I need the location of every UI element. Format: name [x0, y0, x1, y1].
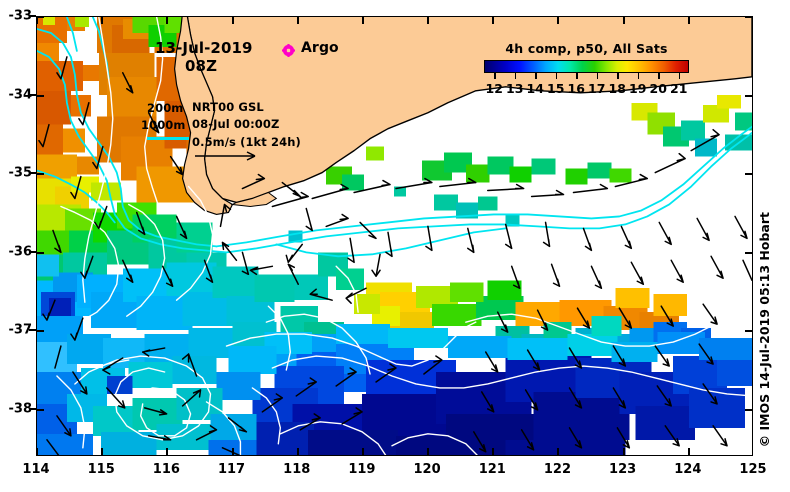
colorbar-tick: [535, 73, 537, 79]
y-tick-mark-inner-right: [745, 408, 752, 411]
x-tick-label: 125: [739, 462, 767, 477]
bathy-1000m-label: 1000m: [141, 118, 186, 132]
y-tick-label: -35: [8, 165, 33, 181]
x-tick-mark-top: [37, 17, 38, 24]
colorbar-tick: [637, 73, 640, 79]
map-title-hour: 08Z: [185, 57, 218, 75]
x-tick-label: 118: [283, 462, 311, 477]
y-tick-mark-inner: [37, 408, 44, 411]
x-tick-mark: [427, 448, 430, 455]
x-tick-mark-top: [296, 17, 299, 24]
x-tick-mark-top: [557, 17, 560, 24]
x-tick-label: 120: [413, 462, 441, 477]
y-tick-mark-inner-right: [745, 173, 752, 176]
x-tick-mark: [687, 448, 690, 455]
x-tick-label: 119: [348, 462, 376, 477]
colorbar-ticks: [484, 73, 689, 80]
x-tick-mark: [361, 448, 364, 455]
y-tick-mark-inner: [37, 251, 44, 254]
y-tick-label: -36: [8, 244, 33, 260]
x-tick-mark: [622, 448, 625, 455]
colorbar-tick: [678, 73, 681, 79]
x-tick-mark-top: [166, 17, 169, 24]
x-tick-mark-top: [231, 17, 234, 24]
x-tick-label: 122: [543, 462, 572, 477]
colorbar: 4h comp, p50, All Sats 12 13 14 15 16 17 18 19 2…: [484, 41, 689, 97]
x-tick-mark: [101, 448, 104, 455]
colorbar-tick-label: 19: [629, 81, 647, 96]
x-tick-mark-top: [427, 17, 430, 24]
x-tick-label: 121: [478, 462, 506, 477]
y-tick-mark-inner-right: [745, 251, 752, 254]
y-tick-mark-inner-right: [745, 330, 752, 333]
x-tick-mark: [557, 448, 560, 455]
colorbar-tick-label: 15: [547, 81, 565, 96]
x-tick-mark-top: [361, 17, 364, 24]
y-tick-mark: [29, 93, 36, 96]
product-name-label: NRT00 GSL: [192, 100, 264, 114]
x-tick-mark-top: [687, 17, 690, 24]
y-tick-label: -37: [8, 322, 33, 338]
x-tick-mark: [296, 448, 299, 455]
argo-legend-label: Argo: [301, 40, 339, 56]
x-tick-mark: [37, 448, 38, 455]
x-tick-label: 117: [217, 462, 246, 477]
colorbar-tick: [596, 73, 599, 79]
y-tick-label: -33: [8, 8, 33, 24]
y-tick-mark: [29, 172, 36, 175]
x-tick-label: 124: [674, 462, 702, 477]
y-tick-mark-inner: [37, 94, 44, 97]
x-tick-mark: [166, 448, 169, 455]
colorbar-tick: [514, 73, 517, 79]
velocity-scale-label: 0.5m/s (1kt 24h): [192, 135, 301, 149]
x-tick-mark: [231, 448, 234, 455]
colorbar-tick-label: 13: [506, 81, 524, 96]
y-tick-mark-inner-right: [745, 94, 752, 97]
x-tick-label: 116: [152, 462, 180, 477]
y-tick-mark-inner: [37, 173, 44, 176]
colorbar-tick: [576, 73, 578, 79]
product-time-label: 08-Jul 00:00Z: [192, 117, 280, 131]
bathy-200m-label: 200m: [147, 101, 184, 115]
colorbar-tick-label: 18: [608, 81, 626, 96]
current-vectors: [38, 56, 752, 455]
x-tick-mark-top: [622, 17, 625, 24]
y-tick-label: -38: [8, 401, 33, 417]
x-tick-label: 123: [609, 462, 637, 477]
y-tick-mark-inner: [37, 330, 44, 333]
y-tick-mark: [29, 15, 36, 17]
y-tick-label: -34: [8, 87, 33, 103]
colorbar-tick-label: 14: [526, 81, 544, 96]
colorbar-title: 4h comp, p50, All Sats: [505, 41, 668, 56]
x-tick-mark-top: [101, 17, 104, 24]
y-tick-mark: [29, 407, 36, 410]
colorbar-tick-label: 16: [567, 81, 585, 96]
map-title-date: 13-Jul-2019: [155, 39, 253, 57]
colorbar-tick-labels: 12 13 14 15 16 17 18 19 20 21: [484, 81, 689, 97]
y-tick-mark-inner-right: [745, 17, 752, 18]
colorbar-tick: [617, 73, 619, 79]
colorbar-tick: [555, 73, 558, 79]
sst-field: [37, 17, 752, 455]
bathy-legend-swatch: [147, 137, 189, 140]
colorbar-tick-label: 12: [485, 81, 503, 96]
velocity-scale-arrow-icon: [195, 151, 256, 161]
colorbar-tick: [494, 73, 496, 79]
colorbar-tick-label: 21: [670, 81, 688, 96]
y-tick-mark: [29, 250, 36, 253]
x-tick-label: 115: [87, 462, 115, 477]
credit-text: © IMOS 14-Jul-2019 05:13 Hobart: [757, 212, 772, 448]
y-tick-mark-inner: [37, 17, 44, 18]
colorbar-gradient: [484, 60, 689, 73]
x-tick-mark-top: [492, 17, 495, 24]
colorbar-tick: [658, 73, 660, 79]
x-tick-mark: [492, 448, 495, 455]
colorbar-tick-label: 17: [588, 81, 606, 96]
y-tick-mark: [29, 329, 36, 332]
sst-map-panel[interactable]: 13-Jul-2019 08Z Argo 200m 1000m NRT00 GS…: [36, 16, 753, 456]
colorbar-tick-label: 20: [649, 81, 667, 96]
argo-marker-icon: [282, 44, 295, 57]
x-tick-label: 114: [22, 462, 50, 477]
